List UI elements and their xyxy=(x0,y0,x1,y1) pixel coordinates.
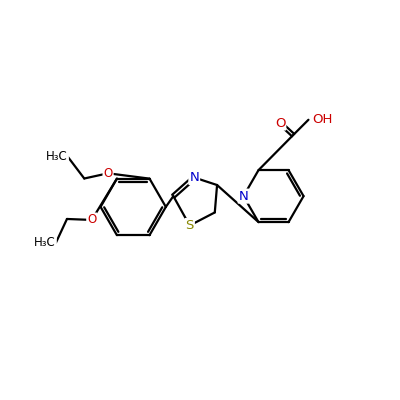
Text: O: O xyxy=(104,167,113,180)
Text: H₃C: H₃C xyxy=(46,150,68,164)
Text: N: N xyxy=(239,190,248,203)
Text: OH: OH xyxy=(312,113,333,126)
Text: N: N xyxy=(189,171,199,184)
Text: H₃C: H₃C xyxy=(34,236,56,249)
Text: O: O xyxy=(87,214,96,226)
Text: O: O xyxy=(275,116,285,130)
Text: S: S xyxy=(186,219,194,232)
